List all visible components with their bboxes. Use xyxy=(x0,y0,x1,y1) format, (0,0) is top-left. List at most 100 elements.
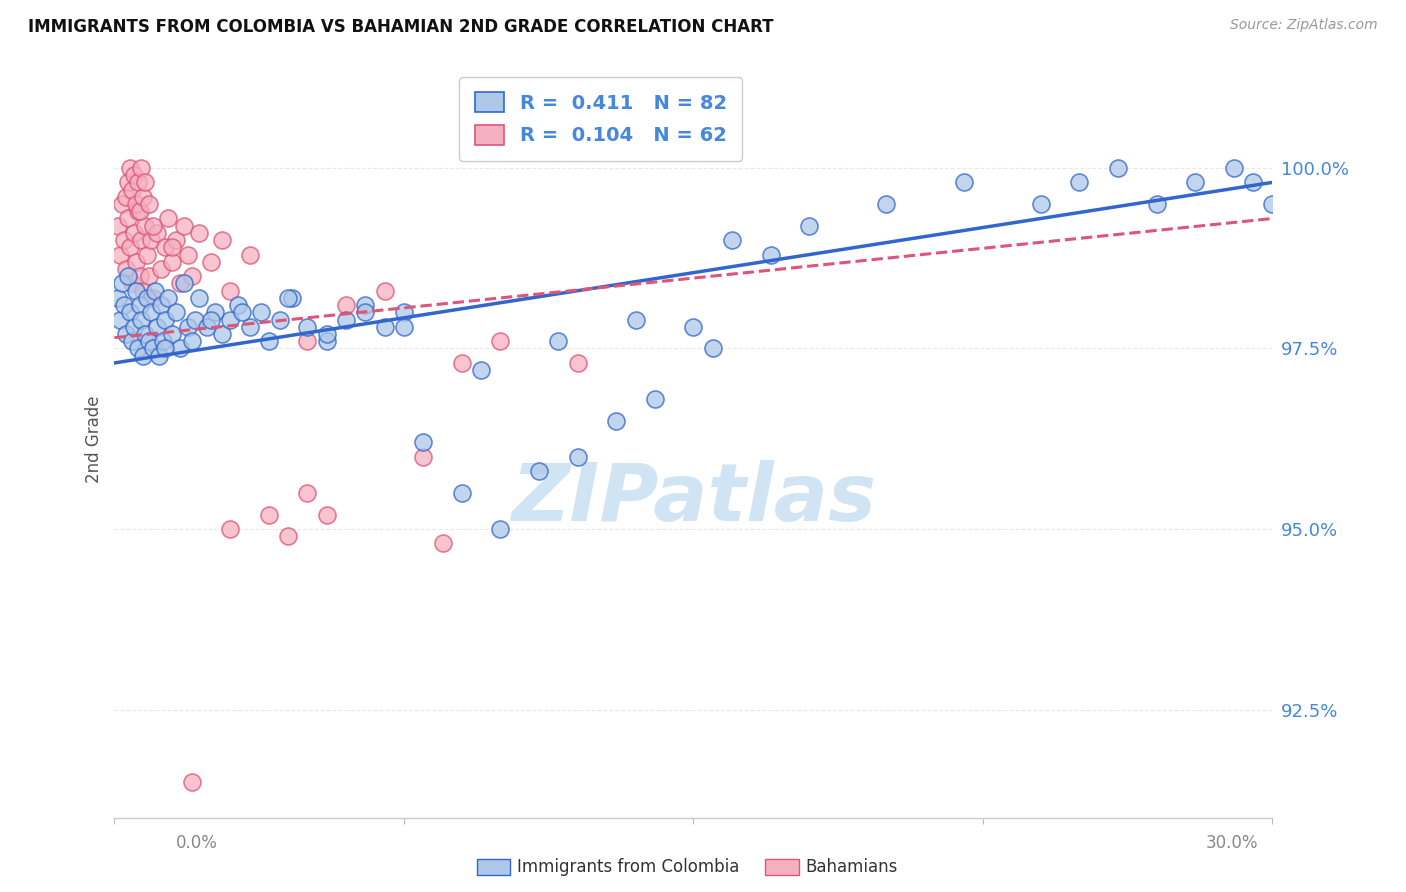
Point xyxy=(200,312,222,326)
Point xyxy=(118,240,141,254)
Point xyxy=(138,334,160,349)
Point xyxy=(152,334,174,349)
Point xyxy=(250,305,273,319)
Point xyxy=(149,262,172,277)
Point xyxy=(219,522,242,536)
Legend: R =  0.411   N = 82, R =  0.104   N = 62: R = 0.411 N = 82, R = 0.104 N = 62 xyxy=(460,77,742,161)
Point xyxy=(226,298,249,312)
Point xyxy=(142,342,165,356)
Point xyxy=(257,334,280,349)
Point xyxy=(412,450,434,464)
Point xyxy=(165,305,187,319)
Point xyxy=(112,298,135,312)
Point xyxy=(177,319,200,334)
Point xyxy=(177,247,200,261)
Point xyxy=(211,233,233,247)
Point xyxy=(132,190,155,204)
Point xyxy=(315,326,337,341)
Point xyxy=(157,291,180,305)
Point xyxy=(759,247,782,261)
Point xyxy=(115,262,138,277)
Point xyxy=(134,326,156,341)
Point xyxy=(200,255,222,269)
Point xyxy=(257,508,280,522)
Point xyxy=(238,319,260,334)
Point xyxy=(374,319,396,334)
Point xyxy=(195,319,218,334)
Point xyxy=(117,175,139,189)
Point xyxy=(231,305,253,319)
Point xyxy=(134,175,156,189)
Point xyxy=(489,522,512,536)
Point xyxy=(1261,197,1284,211)
Point xyxy=(118,305,141,319)
Point xyxy=(1069,175,1091,189)
Point xyxy=(204,305,226,319)
Point xyxy=(180,774,202,789)
Point xyxy=(952,175,974,189)
Point xyxy=(165,233,187,247)
Point xyxy=(624,312,647,326)
Point xyxy=(121,277,143,291)
Point xyxy=(315,508,337,522)
Text: Source: ZipAtlas.com: Source: ZipAtlas.com xyxy=(1230,18,1378,32)
Point xyxy=(432,536,454,550)
Point xyxy=(132,284,155,298)
Point xyxy=(219,284,242,298)
Point xyxy=(180,334,202,349)
Point xyxy=(188,226,211,240)
Point xyxy=(127,342,149,356)
Point xyxy=(211,326,233,341)
Point xyxy=(128,204,150,219)
Point xyxy=(277,291,299,305)
Point xyxy=(567,450,589,464)
Point xyxy=(605,414,627,428)
Point xyxy=(142,219,165,233)
Point xyxy=(131,312,153,326)
Y-axis label: 2nd Grade: 2nd Grade xyxy=(86,395,103,483)
Point xyxy=(297,334,319,349)
Point xyxy=(117,269,139,284)
Point xyxy=(108,247,131,261)
Point xyxy=(122,226,145,240)
Point xyxy=(131,233,153,247)
Point xyxy=(875,197,897,211)
Point xyxy=(128,269,150,284)
Point xyxy=(297,486,319,500)
Point xyxy=(138,269,160,284)
Point xyxy=(127,175,149,189)
Point xyxy=(335,312,357,326)
Point xyxy=(121,183,143,197)
Text: Immigrants from Colombia: Immigrants from Colombia xyxy=(517,858,740,876)
Point xyxy=(489,334,512,349)
Point xyxy=(117,211,139,226)
Point xyxy=(111,277,134,291)
Point xyxy=(132,349,155,363)
Point xyxy=(799,219,821,233)
Point xyxy=(169,342,191,356)
Point xyxy=(470,363,492,377)
Point xyxy=(108,312,131,326)
Text: IMMIGRANTS FROM COLOMBIA VS BAHAMIAN 2ND GRADE CORRELATION CHART: IMMIGRANTS FROM COLOMBIA VS BAHAMIAN 2ND… xyxy=(28,18,773,36)
Point xyxy=(143,284,166,298)
Point xyxy=(157,211,180,226)
Point xyxy=(128,298,150,312)
Point xyxy=(392,319,415,334)
Point xyxy=(450,356,472,370)
Point xyxy=(188,291,211,305)
Point xyxy=(122,168,145,182)
Point xyxy=(153,342,176,356)
Point xyxy=(131,161,153,175)
Point xyxy=(1029,197,1052,211)
Point xyxy=(238,247,260,261)
Text: ZIPatlas: ZIPatlas xyxy=(510,460,876,539)
Point xyxy=(146,319,169,334)
Text: Bahamians: Bahamians xyxy=(806,858,898,876)
Point xyxy=(644,392,666,406)
Point xyxy=(392,305,415,319)
Point xyxy=(1184,175,1206,189)
Point xyxy=(567,356,589,370)
Point xyxy=(281,291,304,305)
Point xyxy=(297,319,319,334)
Point xyxy=(1241,175,1264,189)
